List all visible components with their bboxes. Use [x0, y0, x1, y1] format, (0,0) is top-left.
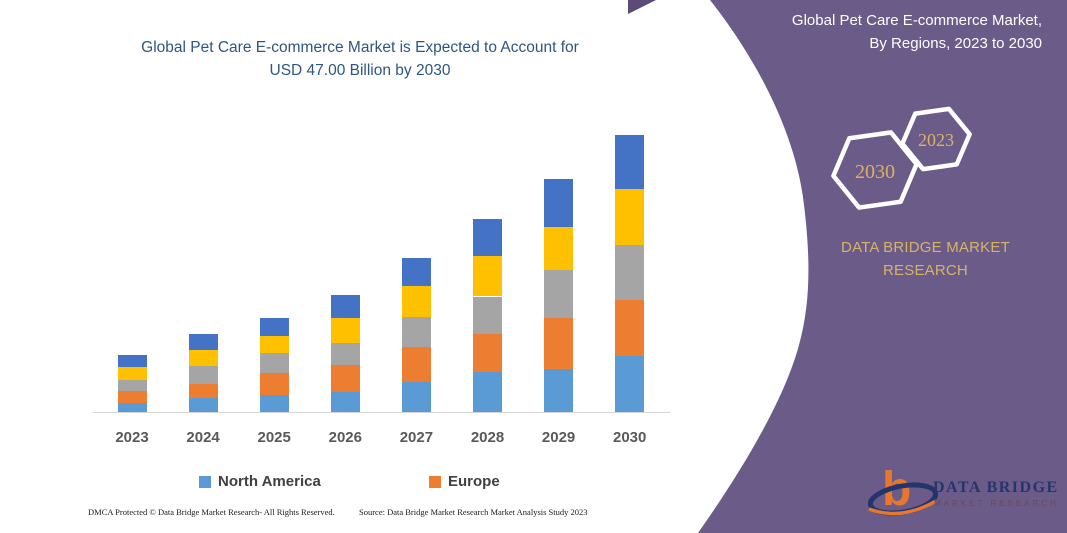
- bar-segment-2023-north-america: [117, 402, 147, 413]
- bar-segment-2026-europe: [330, 365, 360, 393]
- bar-segment-2025-north-america: [259, 395, 289, 413]
- bar-segment-2023-series-3: [117, 366, 147, 380]
- x-axis-label-2029: 2029: [541, 429, 576, 446]
- hexagon-2023-label: 2023: [918, 130, 954, 150]
- bar-segment-2028-europe: [473, 334, 502, 373]
- bar-segment-2024-series-2: [188, 366, 218, 385]
- dbmr-logo-word1: DATA BRIDGE: [933, 479, 1059, 496]
- bar-segment-2024-north-america: [188, 398, 218, 413]
- legend-swatch-europe: [429, 475, 441, 488]
- bar-segment-2025-series-4: [259, 317, 289, 336]
- dbmr-logo-swoosh-orange: [868, 499, 937, 516]
- legend-swatch-north-america: [199, 475, 211, 488]
- bar-segment-2026-series-3: [330, 318, 360, 344]
- bar-segment-2023-europe: [117, 391, 147, 403]
- bar-segment-2029-north-america: [544, 368, 574, 413]
- legend-item-europe: Europe: [429, 473, 500, 490]
- x-axis-label-2027: 2027: [399, 429, 434, 446]
- bar-segment-2025-europe: [259, 373, 289, 396]
- bar-segment-2029-series-4: [544, 179, 574, 227]
- bar-segment-2027-series-2: [401, 317, 431, 347]
- x-axis-label-2023: 2023: [115, 429, 149, 446]
- hexagon-2023: [900, 106, 972, 172]
- chart-title-line2: USD 47.00 Billion by 2030: [269, 62, 451, 80]
- bar-segment-2028-series-3: [473, 256, 502, 297]
- x-axis-label-2025: 2025: [257, 429, 291, 446]
- purple-panel-shape: [698, 0, 1067, 533]
- bar-segment-2028-series-4: [473, 219, 502, 257]
- chart-title: Global Pet Care E-commerce Market is Exp…: [40, 36, 680, 83]
- panel-title-line2: By Regions, 2023 to 2030: [869, 34, 1042, 52]
- bar-segment-2027-north-america: [401, 381, 431, 413]
- legend-label-north-america: North America: [218, 473, 321, 490]
- dbmr-logo: b DATA BRIDGE MARKET RESEARCH: [867, 463, 1059, 516]
- panel-title: Global Pet Care E-commerce Market, By Re…: [712, 10, 1042, 55]
- footnote-dmca: DMCA Protected © Data Bridge Market Rese…: [88, 507, 335, 517]
- bar-segment-2029-europe: [544, 318, 574, 369]
- bar-segment-2030-series-2: [615, 245, 645, 301]
- bar-segment-2026-series-4: [330, 295, 360, 319]
- bar-segment-2026-north-america: [330, 392, 360, 413]
- hexagon-2030-label: 2030: [855, 161, 895, 183]
- bar-segment-2025-series-2: [259, 353, 289, 374]
- bar-segment-2030-series-4: [615, 135, 645, 189]
- brand-text-line2: RESEARCH: [883, 262, 968, 280]
- dbmr-logo-word2: MARKET RESEARCH: [934, 499, 1059, 508]
- bar-segment-2027-europe: [401, 346, 431, 382]
- bar-segment-2024-europe: [188, 384, 218, 399]
- dark-wedge-shape: [628, 0, 656, 14]
- bar-segment-2030-north-america: [615, 356, 645, 413]
- legend-label-europe: Europe: [448, 473, 500, 490]
- hexagon-2030: [831, 130, 919, 210]
- x-axis-line: [93, 412, 670, 413]
- chart-title-line1: Global Pet Care E-commerce Market is Exp…: [141, 39, 579, 56]
- x-axis-label-2026: 2026: [328, 429, 362, 446]
- legend-item-north-america: North America: [199, 473, 321, 490]
- bar-segment-2030-series-3: [615, 188, 645, 246]
- x-axis-label-2024: 2024: [186, 429, 220, 446]
- bar-segment-2028-series-2: [473, 296, 502, 335]
- bar-segment-2027-series-3: [401, 286, 431, 318]
- bar-segment-2024-series-3: [188, 350, 218, 367]
- bar-segment-2029-series-3: [544, 226, 574, 271]
- brand-text-line1: DATA BRIDGE MARKET: [841, 239, 1010, 256]
- x-axis-label-2030: 2030: [613, 429, 647, 446]
- brand-text: DATA BRIDGE MARKET RESEARCH: [818, 236, 1033, 283]
- bar-segment-2023-series-4: [117, 355, 147, 367]
- bar-segment-2024-series-4: [188, 334, 218, 351]
- bar-segment-2030-europe: [615, 300, 645, 357]
- bar-segment-2027-series-4: [401, 258, 431, 287]
- bar-segment-2026-series-2: [330, 343, 360, 366]
- bar-segment-2029-series-2: [544, 270, 574, 319]
- panel-title-line1: Global Pet Care E-commerce Market,: [791, 12, 1042, 29]
- x-axis-label-2028: 2028: [470, 429, 505, 446]
- bar-segment-2023-series-2: [117, 379, 147, 392]
- bar-segment-2028-north-america: [473, 372, 502, 413]
- bar-segment-2025-series-3: [259, 335, 289, 354]
- footnote-source: Source: Data Bridge Market Research Mark…: [359, 507, 588, 517]
